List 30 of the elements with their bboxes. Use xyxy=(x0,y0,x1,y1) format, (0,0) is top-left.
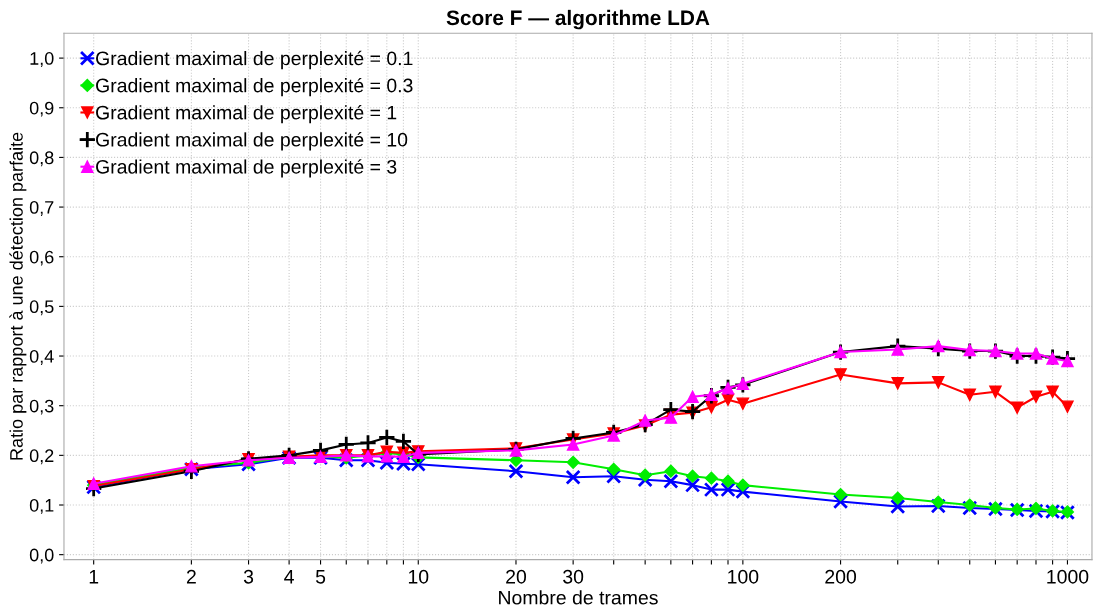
x-tick-label: 3 xyxy=(243,569,254,584)
y-tick-label: 0,0 xyxy=(29,548,54,564)
x-axis-title: Nombre de trames xyxy=(499,590,658,605)
x-tick-label: 20 xyxy=(506,569,527,584)
y-tick-label: 0,6 xyxy=(29,250,54,266)
x-tick-label: 2 xyxy=(186,569,196,584)
x-tick-label: 200 xyxy=(825,569,857,584)
y-tick-label: 0,3 xyxy=(29,399,54,415)
y-tick-label: 0,9 xyxy=(29,101,54,117)
legend-label: Gradient maximal de perplexité = 10 xyxy=(96,132,408,151)
y-tick-label: 0,4 xyxy=(29,349,54,365)
legend-label: Gradient maximal de perplexité = 1 xyxy=(96,104,397,124)
x-tick-label: 1 xyxy=(89,570,99,584)
x-tick-label: 30 xyxy=(563,569,584,584)
x-tick-label: 100 xyxy=(728,569,759,584)
y-tick-label: 0,8 xyxy=(29,151,54,167)
y-tick-label: 0,5 xyxy=(29,300,54,316)
y-axis-title: Ratio par rapport à une détection parfaite xyxy=(9,132,27,460)
chart-title: Score F — algorithme LDA xyxy=(446,9,710,30)
y-tick-label: 1,0 xyxy=(30,52,54,67)
x-tick-label: 5 xyxy=(315,570,326,584)
y-tick-label: 0,7 xyxy=(29,201,54,216)
x-tick-label: 1000 xyxy=(1047,569,1089,584)
legend-label: Gradient maximal de perplexité = 3 xyxy=(96,159,397,178)
x-tick-label: 10 xyxy=(408,569,429,584)
y-tick-label: 0,1 xyxy=(29,498,54,514)
x-tick-label: 4 xyxy=(284,570,294,584)
y-tick-label: 0,2 xyxy=(29,449,54,465)
legend-label: Gradient maximal de perplexité = 0.1 xyxy=(96,50,413,70)
legend-label: Gradient maximal de perplexité = 0.3 xyxy=(96,77,413,97)
